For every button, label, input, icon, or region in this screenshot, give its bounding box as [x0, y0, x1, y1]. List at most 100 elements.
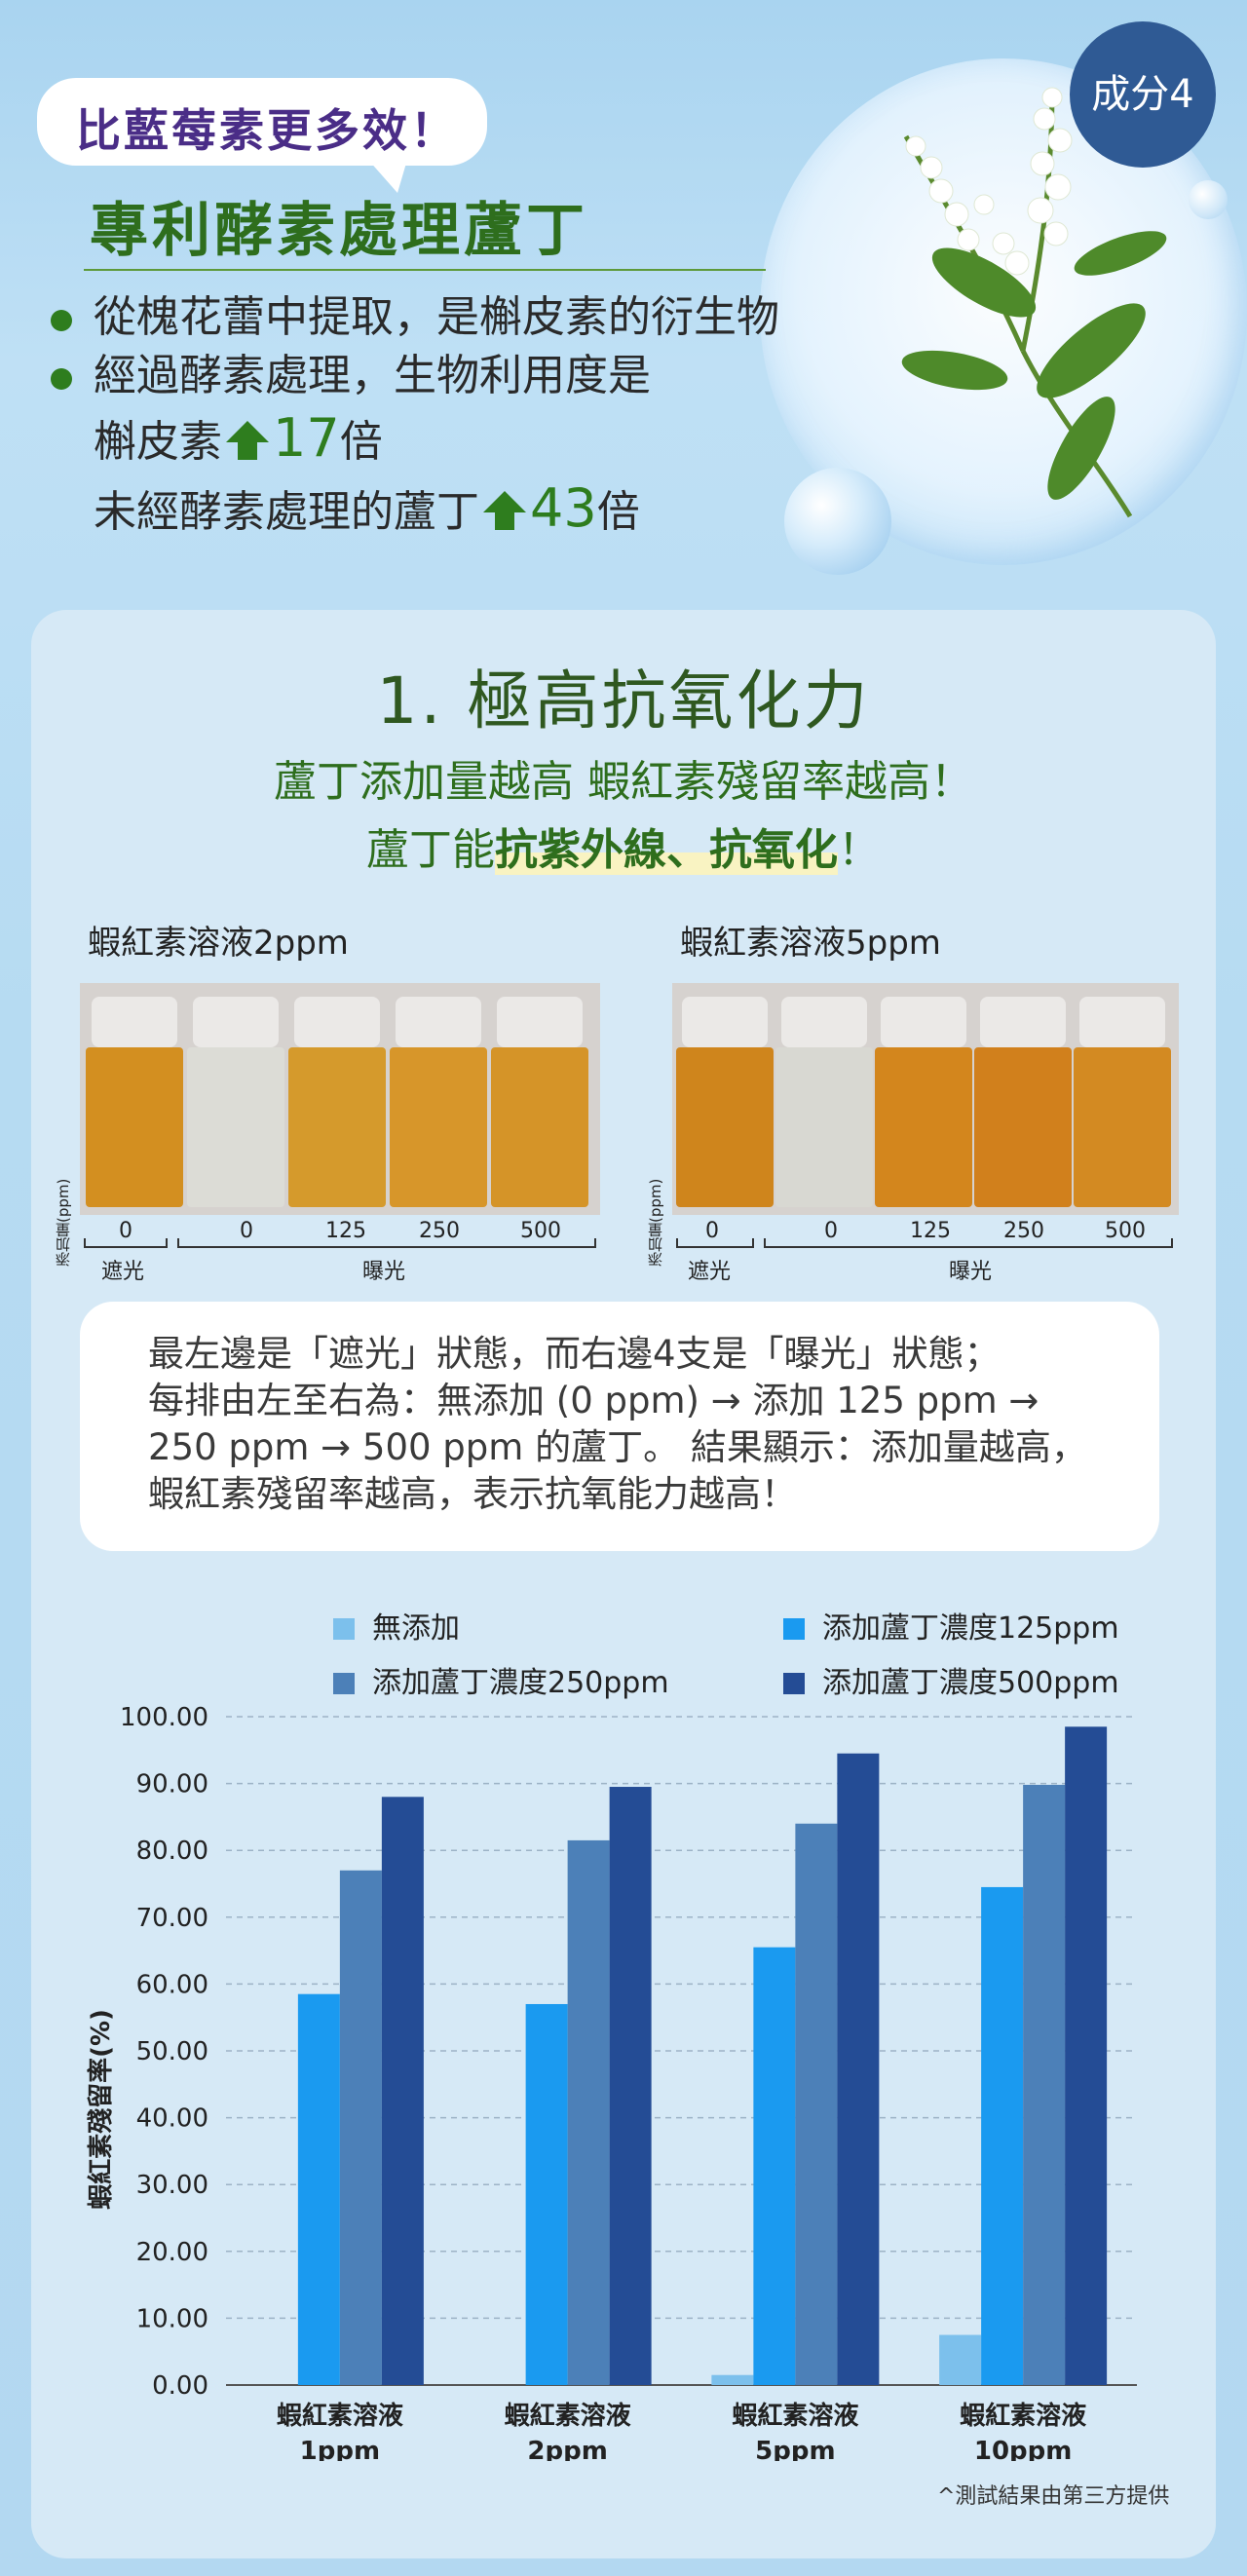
vials-image — [672, 983, 1179, 1215]
dark-bracket — [84, 1238, 168, 1248]
legend-label: 添加蘆丁濃度250ppm — [372, 1666, 669, 1700]
y-tick-label: 40.00 — [136, 2104, 208, 2134]
speech-bubble-tag: 比藍莓素更多效！ — [37, 78, 487, 193]
y-tick-label: 100.00 — [120, 1703, 208, 1732]
vial-liquid — [974, 1047, 1072, 1207]
section-subtitle-2: 蘆丁能抗紫外線、抗氧化！ — [31, 814, 1216, 877]
scale-label: 125 — [910, 1219, 951, 1243]
bar — [381, 1797, 424, 2385]
multiplier-unit: 倍 — [339, 417, 383, 467]
group-label-light: 曝光 — [949, 1260, 993, 1284]
feature-text: 經過酵素處理，生物利用度是 — [94, 351, 651, 400]
vial-liquid — [288, 1047, 386, 1207]
vial-liquid — [390, 1047, 487, 1207]
bar — [753, 1947, 796, 2385]
group-label-light: 曝光 — [362, 1260, 406, 1284]
y-tick-label: 50.00 — [136, 2037, 208, 2066]
bar — [297, 1993, 340, 2385]
amount-axis-label: 添加量(ppm) — [647, 1178, 664, 1267]
vials-image — [80, 983, 600, 1215]
legend-label: 添加蘆丁濃度125ppm — [822, 1611, 1119, 1646]
scale-label: 0 — [240, 1219, 253, 1243]
legend-item: 無添加 — [333, 1604, 460, 1647]
concentration-scale: 0 0 125 250 500 — [672, 1215, 1192, 1254]
bar — [711, 2374, 754, 2385]
bar — [609, 1787, 652, 2385]
section-title: 1. 極高抗氧化力 — [376, 663, 871, 739]
vial-photo-5ppm: 蝦紅素溶液5ppm 添加量(ppm) 0 0 125 250 500 遮光 曝光 — [647, 916, 1198, 1289]
bar — [939, 2334, 982, 2385]
y-tick-label: 30.00 — [136, 2171, 208, 2200]
bar — [981, 1886, 1024, 2385]
legend-swatch — [333, 1618, 355, 1640]
bar-chart: 0.00 10.00 20.00 30.00 40.00 50.00 60.00 70.00 8… — [86, 1703, 1137, 2461]
feature-list: 從槐花蕾中提取，是槲皮素的衍生物 經過酵素處理，生物利用度是 槲皮素 17倍 未經… — [51, 288, 850, 546]
legend-label: 添加蘆丁濃度500ppm — [822, 1666, 1119, 1700]
feature-item: 經過酵素處理，生物利用度是 槲皮素 17倍 未經酵素處理的蘆丁 43倍 — [51, 347, 850, 546]
light-bracket — [764, 1238, 1173, 1248]
bar — [1065, 1726, 1108, 2385]
scale-label: 250 — [419, 1219, 460, 1243]
bar — [795, 1823, 838, 2385]
comparison-label: 未經酵素處理的蘆丁 — [94, 487, 479, 537]
x-tick-label: 蝦紅素溶液 — [732, 2401, 858, 2431]
x-tick-label: 2ppm — [527, 2437, 607, 2461]
y-tick-label: 20.00 — [136, 2238, 208, 2267]
multiplier-value: 43 — [530, 477, 597, 539]
exposure-groups: 遮光 曝光 — [672, 1254, 1192, 1289]
section-subtitle: 蘆丁添加量越高 蝦紅素殘留率越高！ — [274, 757, 973, 807]
y-tick-label: 80.00 — [136, 1837, 208, 1866]
y-tick-label: 60.00 — [136, 1970, 208, 1999]
feature-line-quercetin: 槲皮素 17倍 — [94, 405, 850, 475]
ingredient-badge: 成分4 — [1070, 21, 1216, 168]
photo-title: 蝦紅素溶液5ppm — [680, 924, 941, 963]
amount-axis-label: 添加量(ppm) — [55, 1178, 72, 1267]
photo-title: 蝦紅素溶液2ppm — [88, 924, 349, 963]
vial-liquid — [187, 1047, 284, 1207]
bar — [837, 1753, 880, 2385]
note-line: 最左邊是「遮光」狀態，而右邊4支是「曝光」狀態； — [148, 1333, 1001, 1375]
x-tick-label: 1ppm — [300, 2437, 380, 2461]
vial-liquid — [1074, 1047, 1171, 1207]
vial-liquid — [775, 1047, 873, 1207]
bar — [567, 1839, 610, 2385]
legend-item: 添加蘆丁濃度500ppm — [783, 1658, 1119, 1701]
scale-label: 0 — [705, 1219, 719, 1243]
bullet-dot-icon — [51, 310, 72, 331]
bar — [339, 1870, 382, 2385]
vial-liquid — [491, 1047, 588, 1207]
subtitle-suffix: ！ — [838, 825, 881, 875]
vial — [775, 997, 873, 1211]
footnote: ^測試結果由第三方提供 — [937, 2484, 1170, 2509]
scale-label: 250 — [1003, 1219, 1044, 1243]
vial-liquid — [875, 1047, 972, 1207]
vial — [86, 997, 183, 1211]
y-tick-label: 10.00 — [136, 2304, 208, 2333]
feature-line-rutin: 未經酵素處理的蘆丁 43倍 — [94, 475, 850, 546]
antioxidant-card: 1. 極高抗氧化力 蘆丁添加量越高 蝦紅素殘留率越高！ 蘆丁能抗紫外線、抗氧化！… — [31, 610, 1216, 2558]
vial-liquid — [676, 1047, 774, 1207]
light-bracket — [177, 1238, 596, 1248]
multiplier-unit: 倍 — [596, 487, 640, 537]
feature-item: 從槐花蕾中提取，是槲皮素的衍生物 — [51, 288, 850, 347]
vial-liquid — [86, 1047, 183, 1207]
bar — [525, 2003, 568, 2385]
exposure-groups: 遮光 曝光 — [80, 1254, 600, 1289]
note-line: 250 ppm → 500 ppm 的蘆丁。 結果顯示：添加量越高， — [148, 1426, 1087, 1468]
dark-bracket — [676, 1238, 754, 1248]
flower-illustration — [901, 87, 1167, 518]
x-tick-label: 蝦紅素溶液 — [960, 2401, 1086, 2431]
vial-photo-2ppm: 蝦紅素溶液2ppm 添加量(ppm) 0 0 125 250 500 遮光 曝光 — [55, 916, 606, 1289]
explanation-note: 最左邊是「遮光」狀態，而右邊4支是「曝光」狀態； 每排由左至右為：無添加 (0 … — [80, 1302, 1159, 1551]
group-label-dark: 遮光 — [101, 1260, 145, 1284]
tag-text: 比藍莓素更多效！ — [76, 104, 458, 157]
y-tick-label: 70.00 — [136, 1904, 208, 1933]
legend-item: 添加蘆丁濃度125ppm — [783, 1604, 1119, 1647]
x-tick-label: 蝦紅素溶液 — [277, 2401, 403, 2431]
note-line: 每排由左至右為：無添加 (0 ppm) → 添加 125 ppm → — [148, 1380, 1039, 1421]
scale-label: 500 — [1105, 1219, 1146, 1243]
scale-label: 125 — [325, 1219, 366, 1243]
note-line: 蝦紅素殘留率越高，表示抗氧能力越高！ — [148, 1473, 797, 1515]
multiplier-value: 17 — [273, 407, 340, 469]
small-bubble-decoration — [784, 468, 891, 575]
